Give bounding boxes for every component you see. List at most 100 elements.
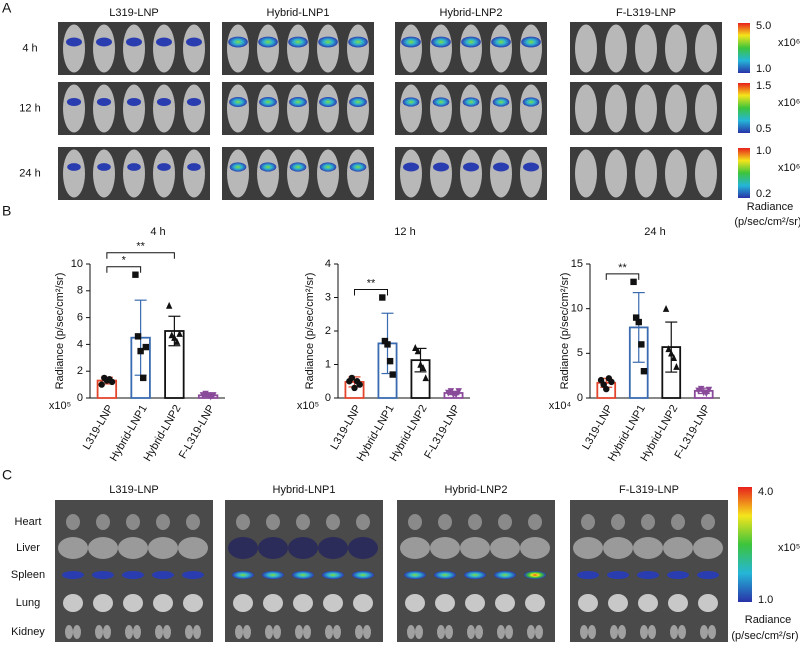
mouse bbox=[257, 149, 279, 198]
signal bbox=[186, 97, 202, 107]
column-header: Hybrid-LNP1 bbox=[267, 7, 330, 19]
x-tick-label: F-L319-LNP bbox=[422, 403, 462, 461]
signal bbox=[493, 162, 509, 172]
signal bbox=[67, 163, 81, 171]
kidney bbox=[163, 625, 171, 639]
heart bbox=[408, 514, 422, 530]
mouse bbox=[183, 84, 205, 133]
spleen bbox=[697, 571, 719, 579]
column-header: Hybrid-LNP2 bbox=[445, 484, 508, 496]
chart-title: 24 h bbox=[644, 226, 665, 238]
colorbar-multiplier: x10⁶ bbox=[778, 162, 800, 174]
data-point bbox=[632, 314, 640, 321]
signal bbox=[289, 97, 307, 107]
multiplier: x10⁵ bbox=[49, 400, 71, 412]
row-label: Liver bbox=[16, 542, 40, 554]
x-tick-label: L319-LNP bbox=[580, 403, 615, 452]
chart-title: 12 h bbox=[394, 226, 415, 238]
liver bbox=[118, 537, 148, 559]
signal bbox=[156, 37, 172, 47]
signal bbox=[403, 162, 419, 172]
mouse bbox=[317, 24, 339, 73]
row-label: 4 h bbox=[22, 42, 37, 54]
mouse bbox=[460, 84, 482, 133]
significance-bracket bbox=[605, 273, 640, 280]
data-point bbox=[670, 354, 678, 361]
heart bbox=[66, 514, 80, 530]
kidney bbox=[265, 625, 273, 639]
kidney bbox=[125, 625, 133, 639]
signal bbox=[259, 162, 277, 172]
liver bbox=[348, 537, 378, 559]
data-point bbox=[455, 388, 462, 395]
liver bbox=[258, 537, 288, 559]
data-point bbox=[452, 391, 460, 399]
liver bbox=[58, 537, 88, 559]
signal bbox=[258, 36, 278, 48]
heart bbox=[356, 514, 370, 530]
mouse bbox=[153, 24, 175, 73]
mouse bbox=[93, 149, 115, 198]
heart bbox=[186, 514, 200, 530]
data-point bbox=[381, 337, 389, 345]
data-point bbox=[386, 357, 394, 365]
colorbar-max: 1.0 bbox=[756, 145, 771, 157]
mouse bbox=[575, 84, 597, 133]
signal bbox=[127, 163, 141, 171]
column-header: Hybrid-LNP2 bbox=[440, 7, 503, 19]
mouse bbox=[257, 84, 279, 133]
data-point bbox=[384, 341, 391, 348]
kidney bbox=[303, 625, 311, 639]
kidney bbox=[333, 625, 341, 639]
data-point bbox=[705, 386, 713, 394]
spleen bbox=[464, 571, 486, 579]
liver bbox=[288, 537, 318, 559]
signal bbox=[491, 36, 511, 48]
heart bbox=[498, 514, 512, 530]
lung bbox=[93, 594, 113, 612]
signal bbox=[521, 36, 541, 48]
mouse bbox=[520, 149, 542, 198]
row-label: 12 h bbox=[19, 102, 40, 114]
mouse bbox=[227, 84, 249, 133]
liver bbox=[573, 537, 603, 559]
colorbar-multiplier: x10⁶ bbox=[778, 37, 800, 49]
liver bbox=[400, 537, 430, 559]
y-axis-label: Radiance (p/sec/cm²/sr) bbox=[304, 273, 316, 390]
spleen bbox=[524, 571, 546, 579]
kidney bbox=[95, 625, 103, 639]
data-point bbox=[98, 381, 105, 388]
y-axis-label: Radiance (p/sec/cm²/sr) bbox=[559, 273, 571, 390]
signal bbox=[126, 37, 142, 47]
spleen bbox=[182, 571, 204, 579]
kidney bbox=[445, 625, 453, 639]
spleen bbox=[404, 571, 426, 579]
signal bbox=[492, 97, 510, 107]
kidney bbox=[193, 625, 201, 639]
mouse bbox=[490, 24, 512, 73]
y-tick-label: 10 bbox=[571, 303, 583, 315]
kidney bbox=[185, 625, 193, 639]
lung bbox=[465, 594, 485, 612]
colorbar-title: Radiance bbox=[745, 614, 791, 626]
kidney bbox=[415, 625, 423, 639]
colorbar bbox=[738, 23, 750, 73]
data-point bbox=[165, 301, 173, 309]
mouse bbox=[605, 24, 627, 73]
y-tick-label: 0 bbox=[77, 392, 83, 404]
liver bbox=[490, 537, 520, 559]
signal bbox=[157, 163, 171, 171]
liver bbox=[693, 537, 723, 559]
column-header: F-L319-LNP bbox=[616, 7, 676, 19]
spleen bbox=[262, 571, 284, 579]
signal bbox=[431, 36, 451, 48]
lung bbox=[123, 594, 143, 612]
y-tick-label: 1 bbox=[325, 358, 331, 370]
heart bbox=[236, 514, 250, 530]
spleen bbox=[322, 571, 344, 579]
signal bbox=[289, 162, 307, 172]
data-point bbox=[210, 392, 217, 400]
mouse bbox=[63, 149, 85, 198]
signal bbox=[318, 36, 338, 48]
data-point bbox=[414, 347, 422, 355]
